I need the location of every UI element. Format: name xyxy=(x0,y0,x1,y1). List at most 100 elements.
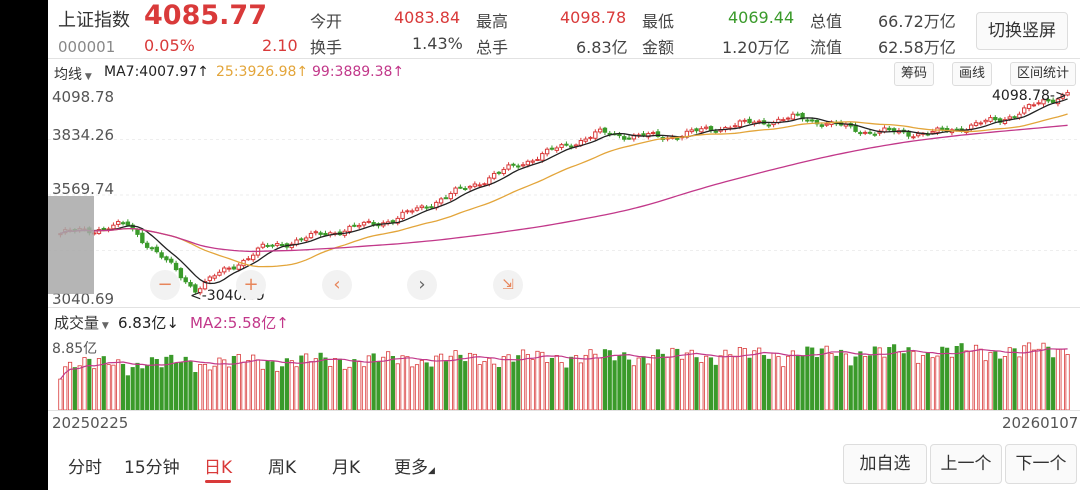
candle-body xyxy=(458,186,463,189)
price-axis-label-3: 3569.74 xyxy=(52,180,115,198)
volume-bar xyxy=(198,364,203,410)
change-value: 2.10 xyxy=(262,36,298,55)
volume-bar xyxy=(588,349,593,410)
stat-value-open: 4083.84 xyxy=(394,8,461,27)
stat-value-total-value: 66.72万亿 xyxy=(878,12,956,31)
volume-bar xyxy=(785,355,791,410)
volume-bar xyxy=(207,369,212,410)
candle-body xyxy=(940,127,945,130)
volume-bar xyxy=(429,366,434,410)
chart-scroll-handle[interactable] xyxy=(48,196,94,294)
chip-distribution-button[interactable]: 筹码 xyxy=(894,62,935,86)
volume-bar xyxy=(993,351,998,410)
volume-bar xyxy=(896,351,902,410)
candle-body xyxy=(477,184,482,187)
scroll-right-button[interactable]: › xyxy=(407,270,437,300)
candle-body xyxy=(699,128,704,133)
volume-bar xyxy=(978,348,983,410)
volume-bar xyxy=(173,362,179,410)
candle-body xyxy=(202,280,208,290)
volume-bar xyxy=(487,357,492,410)
volume-bar xyxy=(453,350,458,410)
candle-body xyxy=(872,133,878,136)
candle-body xyxy=(96,229,102,234)
price-chart[interactable] xyxy=(48,84,1080,306)
volume-bar xyxy=(646,363,651,410)
scroll-left-button[interactable]: ‹ xyxy=(322,270,352,300)
tab-monthly-k[interactable]: 月K xyxy=(332,458,361,478)
volume-bar xyxy=(77,365,82,410)
draw-line-button[interactable]: 画线 xyxy=(952,62,993,86)
volume-bar xyxy=(935,355,940,410)
previous-button[interactable]: 上一个 xyxy=(930,444,1002,484)
volume-bar xyxy=(790,350,795,410)
candle-body xyxy=(169,258,174,263)
candle-body xyxy=(819,124,825,127)
volume-axis-top: 8.85亿 xyxy=(52,341,98,357)
candle-body xyxy=(530,160,535,163)
volume-bar xyxy=(410,366,415,410)
candle-body xyxy=(111,224,116,230)
candle-body xyxy=(983,119,988,123)
range-stats-button[interactable]: 区间统计 xyxy=(1010,62,1077,86)
volume-chart[interactable] xyxy=(48,334,1080,410)
ma99-line xyxy=(60,124,1068,253)
candle-body xyxy=(395,217,400,224)
candle-body xyxy=(164,256,169,261)
candle-body xyxy=(467,185,473,189)
stat-value-low: 4069.44 xyxy=(728,8,795,27)
volume-bar xyxy=(352,359,357,410)
left-edge xyxy=(0,0,48,490)
volume-bar xyxy=(694,357,699,410)
candle-body xyxy=(781,119,786,122)
tab-intraday[interactable]: 分时 xyxy=(68,458,102,478)
candle-body xyxy=(867,131,873,134)
change-percent: 0.05% xyxy=(144,36,195,55)
volume-bar xyxy=(472,353,477,410)
ma99-value: 99:3889.38↑ xyxy=(312,64,405,80)
candle-body xyxy=(487,177,492,185)
volume-bar xyxy=(279,366,285,410)
candle-body xyxy=(246,258,251,261)
volume-bar xyxy=(92,368,97,410)
switch-portrait-button[interactable]: 切换竖屏 xyxy=(976,12,1068,50)
volume-bar xyxy=(434,355,439,410)
ma-mode-selector[interactable]: 均线 ▼ xyxy=(54,64,92,84)
volume-bar xyxy=(154,359,159,410)
volume-bar xyxy=(954,346,959,410)
volume-selector[interactable]: 成交量 ▼ xyxy=(54,312,109,333)
arrow-right-icon: > xyxy=(1054,88,1067,104)
volume-bar xyxy=(655,349,661,410)
volume-ma2: MA2:5.58亿↑ xyxy=(190,314,289,332)
next-button[interactable]: 下一个 xyxy=(1005,444,1077,484)
candle-body xyxy=(593,131,598,139)
candle-body xyxy=(173,262,179,271)
volume-bar xyxy=(549,357,555,410)
tab-more[interactable]: 更多◢ xyxy=(394,453,435,478)
candle-body xyxy=(366,220,372,223)
ma7-value: MA7:4007.97↑ xyxy=(104,64,209,80)
volume-bar xyxy=(1007,347,1012,410)
candle-body xyxy=(390,220,396,223)
volume-bar xyxy=(930,357,935,410)
tab-15min[interactable]: 15分钟 xyxy=(124,458,180,478)
volume-bar xyxy=(805,346,810,410)
zoom-out-button[interactable]: − xyxy=(150,270,180,300)
tab-weekly-k[interactable]: 周K xyxy=(268,458,297,478)
reset-zoom-button[interactable]: ⇲ xyxy=(493,270,523,300)
stat-label-high: 最高 xyxy=(476,12,509,31)
volume-bar xyxy=(675,348,680,410)
volume-bar xyxy=(482,361,487,410)
candle-body xyxy=(448,193,453,200)
add-watchlist-button[interactable]: 加自选 xyxy=(843,444,927,484)
zoom-in-button[interactable]: + xyxy=(236,270,266,300)
volume-bar xyxy=(178,362,183,410)
volume-bar xyxy=(545,362,550,410)
candle-body xyxy=(1012,116,1017,119)
volume-bar xyxy=(231,355,236,410)
volume-bar xyxy=(679,358,685,410)
volume-bar xyxy=(294,366,299,410)
candle-body xyxy=(506,164,511,170)
candle-body xyxy=(988,117,993,122)
tab-daily-k[interactable]: 日K xyxy=(204,458,233,478)
